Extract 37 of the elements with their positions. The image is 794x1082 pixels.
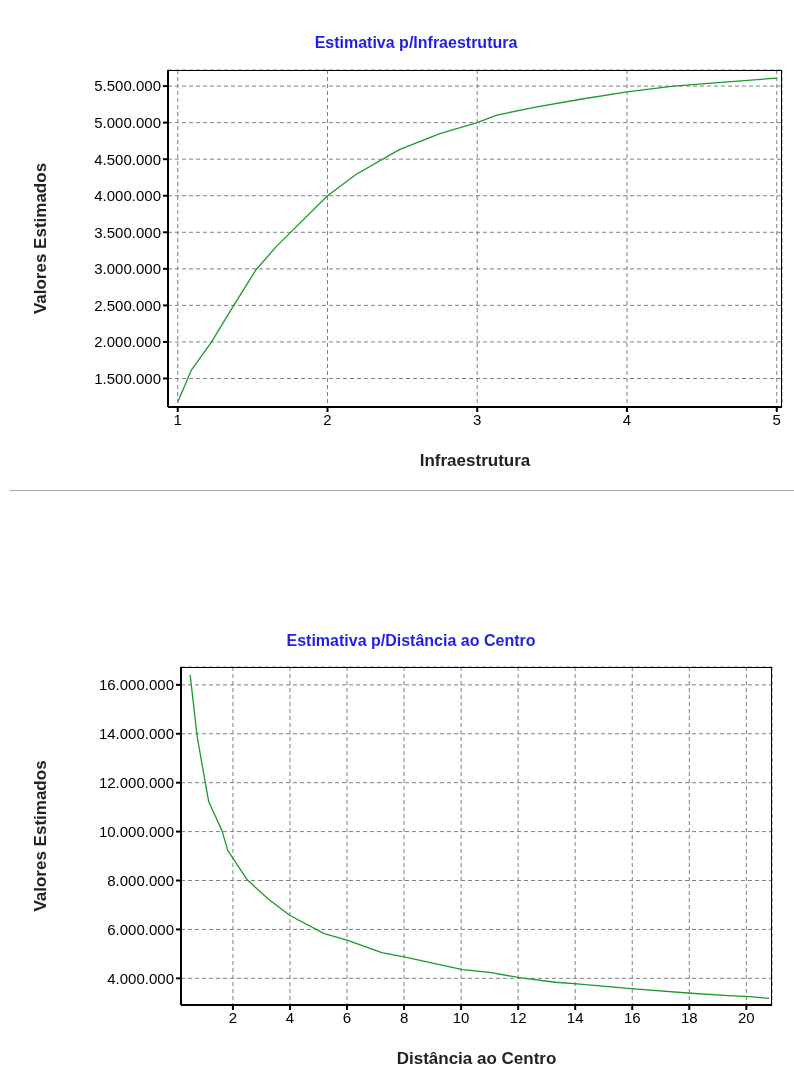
x-tick-label: 2: [228, 1008, 238, 1026]
y-tick-label: 12.000.000: [98, 774, 174, 792]
x-tick-label: 5: [772, 410, 781, 428]
y-tick-label: 6.000.000: [107, 920, 174, 938]
chart-title: Estimativa p/Distância ao Centro: [285, 632, 537, 650]
y-tick-label: 4.000.000: [107, 969, 174, 987]
x-axis-title: Distância ao Centro: [396, 1049, 557, 1068]
y-axis-title: Valores Estimados: [31, 162, 51, 315]
y-tick-label: 5.000.000: [94, 113, 161, 131]
x-tick-label: 4: [622, 410, 632, 428]
x-tick-label: 16: [623, 1008, 641, 1026]
y-tick-label: 14.000.000: [98, 725, 174, 743]
y-tick-label: 10.000.000: [98, 822, 174, 840]
y-tick-label: 3.500.000: [94, 223, 161, 241]
x-tick-label: 10: [452, 1008, 470, 1026]
chart-title: Estimativa p/Infraestrutura: [313, 34, 519, 52]
x-tick-label: 14: [566, 1008, 584, 1026]
x-tick-label: 3: [473, 410, 482, 428]
y-tick-label: 4.500.000: [94, 150, 161, 168]
x-tick-label: 6: [342, 1008, 352, 1026]
y-tick-label: 16.000.000: [98, 676, 174, 694]
x-tick-label: 20: [737, 1008, 755, 1026]
x-tick-label: 12: [509, 1008, 527, 1026]
y-tick-label: 5.500.000: [94, 77, 161, 95]
y-tick-label: 2.000.000: [94, 333, 161, 351]
y-tick-label: 1.500.000: [94, 369, 161, 387]
x-tick-label: 2: [323, 410, 332, 428]
x-tick-label: 4: [285, 1008, 295, 1026]
y-tick-label: 2.500.000: [94, 296, 161, 314]
x-tick-label: 18: [680, 1008, 698, 1026]
y-tick-label: 8.000.000: [107, 871, 174, 889]
x-axis-title: Infraestrutura: [419, 451, 531, 470]
x-tick-label: 1: [173, 410, 182, 428]
y-tick-label: 3.000.000: [94, 260, 161, 278]
x-tick-label: 8: [399, 1008, 409, 1026]
y-tick-label: 4.000.000: [94, 187, 161, 205]
y-axis-title: Valores Estimados: [31, 760, 51, 912]
